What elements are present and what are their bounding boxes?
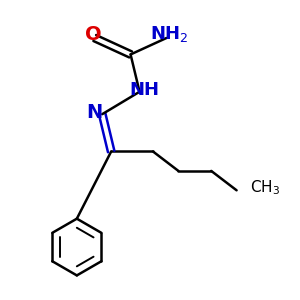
Text: CH$_3$: CH$_3$ — [250, 178, 280, 197]
Text: O: O — [85, 25, 102, 44]
Text: NH: NH — [129, 81, 159, 99]
Text: NH$_2$: NH$_2$ — [149, 24, 188, 44]
Text: N: N — [87, 103, 103, 122]
